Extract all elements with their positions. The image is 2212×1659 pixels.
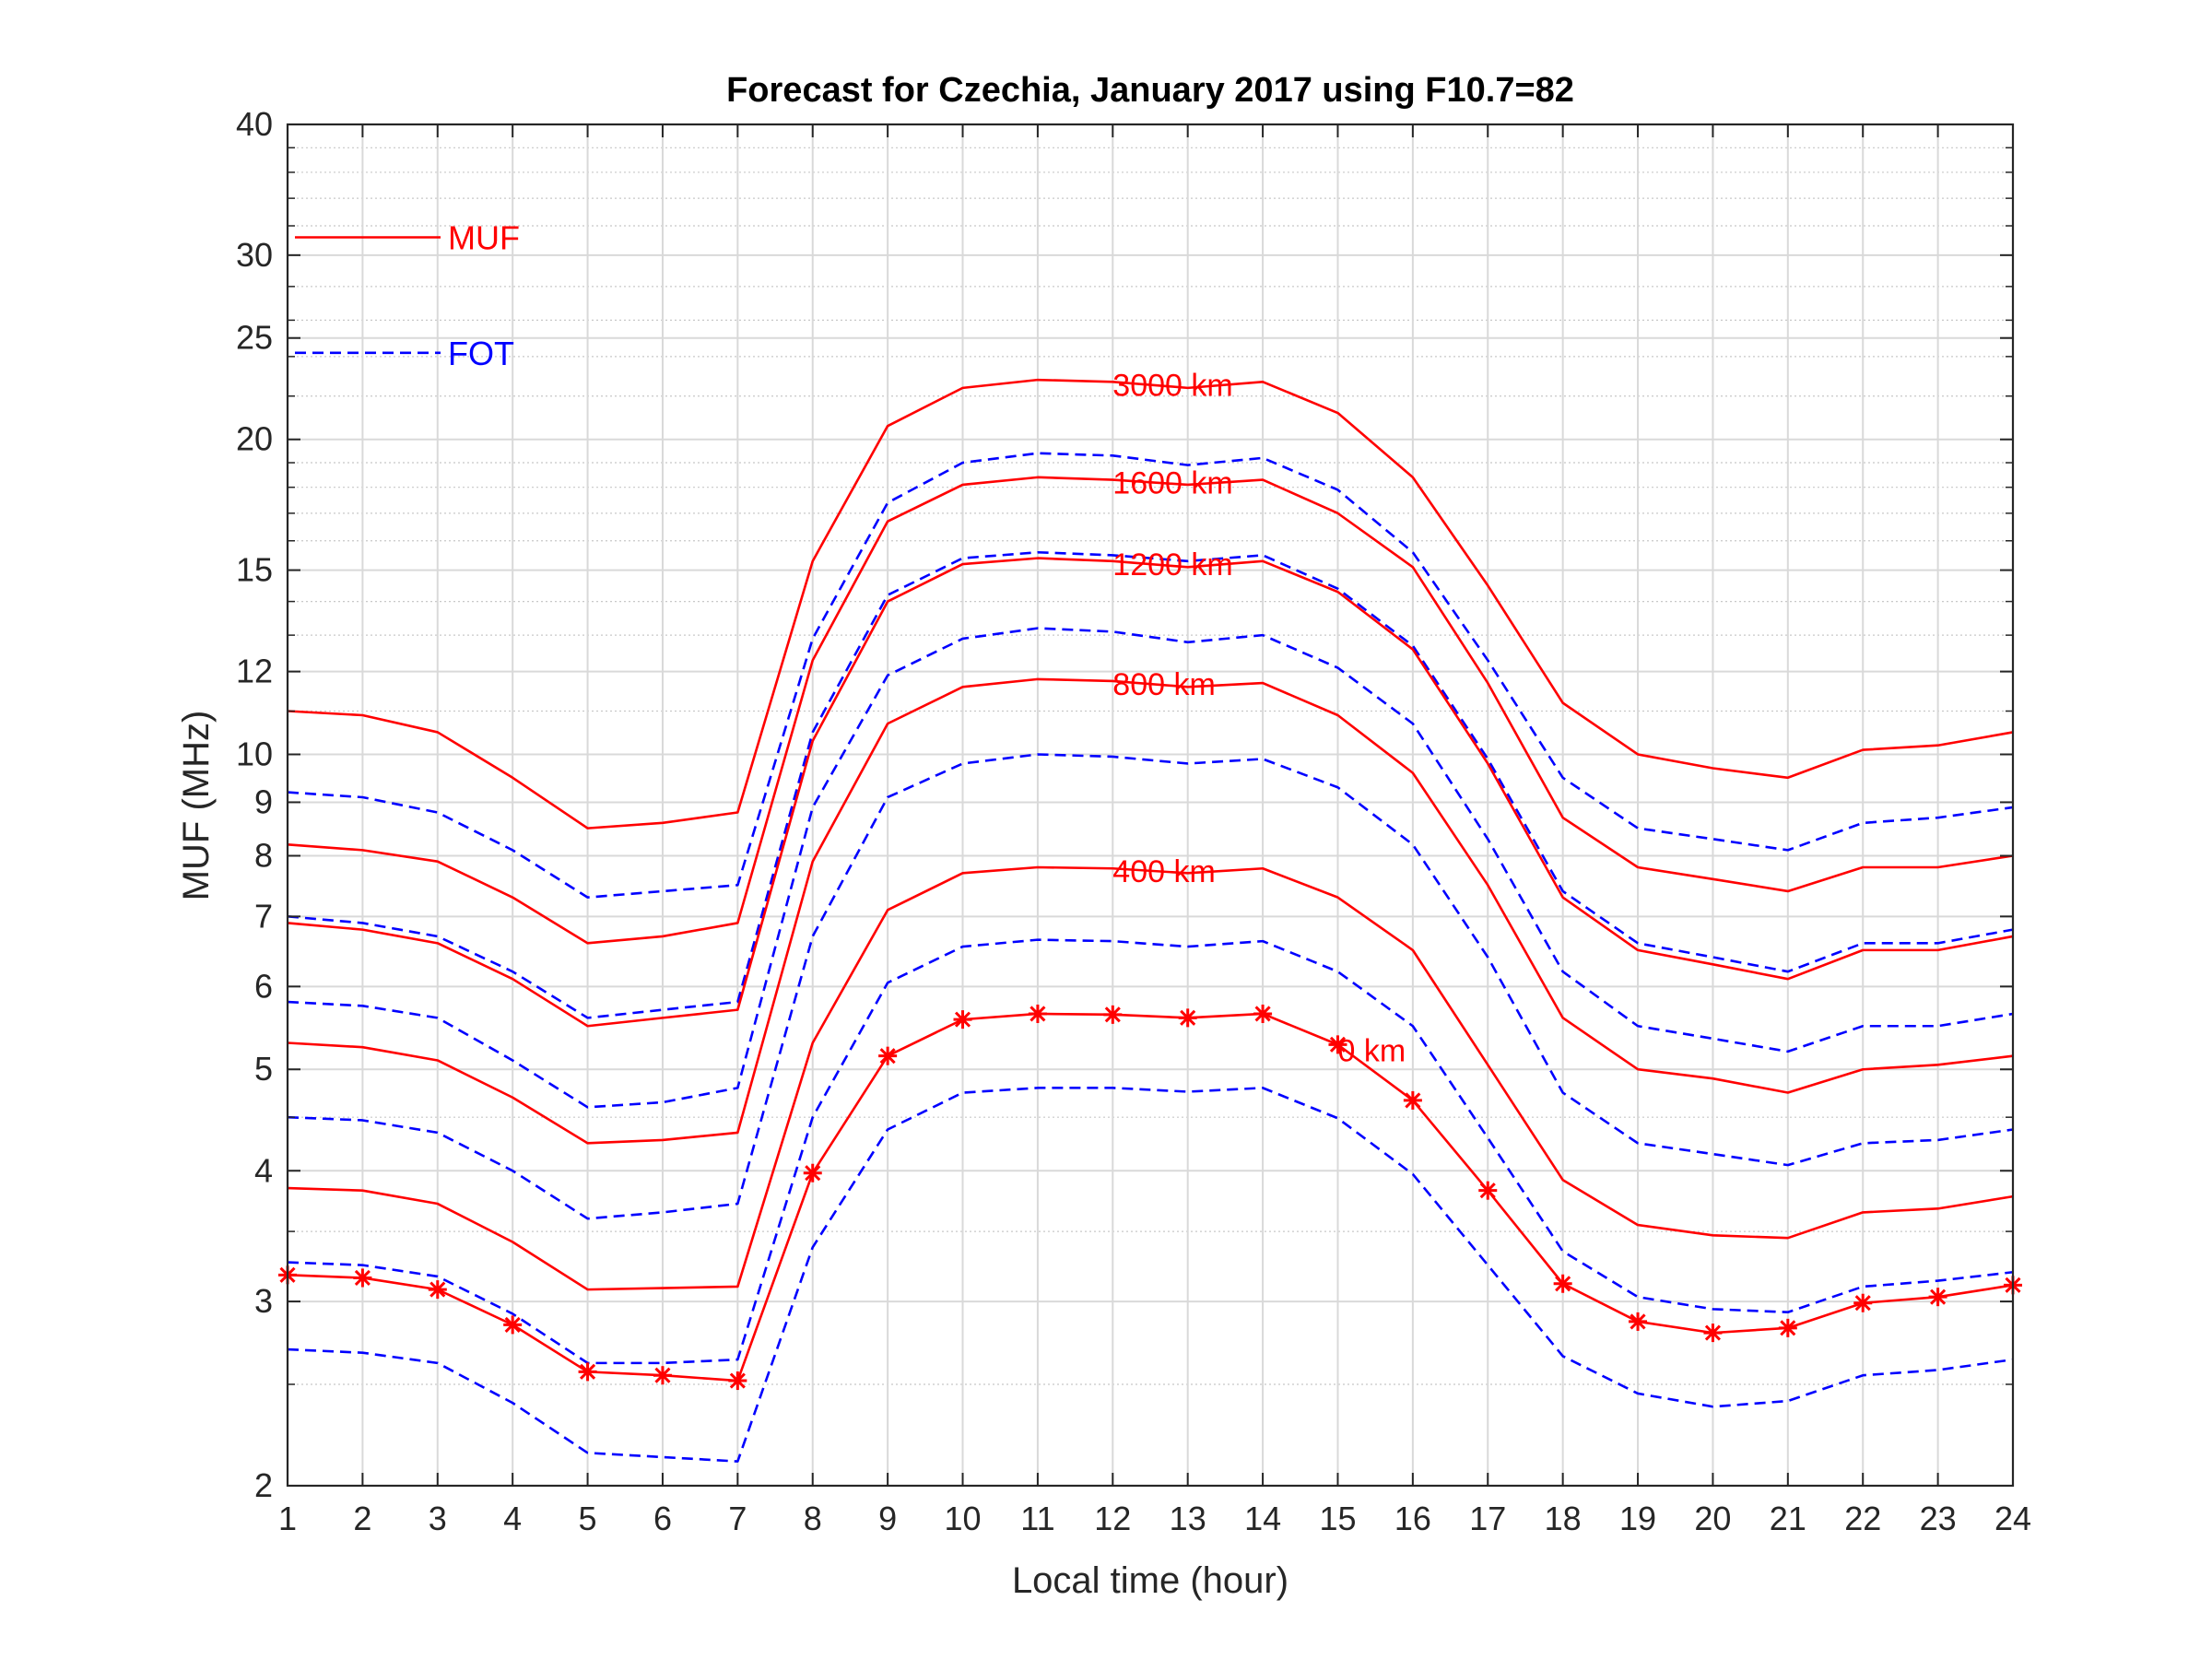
curve-label: 400 km	[1112, 854, 1216, 889]
x-tick-label: 17	[1469, 1500, 1506, 1537]
data-point-marker	[803, 1163, 822, 1182]
x-tick-label: 13	[1170, 1500, 1206, 1537]
x-tick-label: 15	[1319, 1500, 1356, 1537]
x-tick-label: 18	[1545, 1500, 1582, 1537]
curve-labels: 3000 km 1600 km 1200 km 800 km 400 km 0 km	[1112, 369, 1406, 1069]
fot-line-3	[287, 550, 2014, 1019]
x-tick-label: 20	[1694, 1500, 1731, 1537]
y-tick-label: 5	[254, 1050, 273, 1088]
y-tick-label: 2	[254, 1466, 273, 1504]
data-point-marker	[1328, 1035, 1347, 1054]
muf-line-0	[287, 378, 2014, 830]
x-tick-label: 1	[278, 1500, 297, 1537]
data-point-marker	[1928, 1288, 1947, 1307]
legend: MUF FOT	[295, 219, 520, 372]
data-point-marker	[1778, 1318, 1797, 1337]
y-tick-label: 40	[236, 105, 273, 143]
y-tick-label: 6	[254, 967, 273, 1005]
x-tick-label: 10	[944, 1500, 981, 1537]
series-layer	[278, 378, 2022, 1463]
data-point-marker	[503, 1315, 523, 1335]
data-point-marker	[878, 1046, 898, 1065]
curve-label: 800 km	[1112, 667, 1216, 702]
minor-grid	[288, 147, 2013, 1385]
fot-line-7	[287, 753, 2014, 1220]
y-tick-label: 25	[236, 319, 273, 357]
muf-line-4	[287, 557, 2014, 1028]
plot-area	[288, 124, 2013, 1486]
data-point-marker	[428, 1280, 447, 1300]
data-point-marker	[1403, 1090, 1422, 1110]
x-axis-label: Local time (hour)	[1012, 1560, 1288, 1601]
fot-line-1	[287, 452, 2014, 899]
x-tick-label: 7	[728, 1500, 747, 1537]
y-tick-label: 3	[254, 1282, 273, 1320]
x-tick-label: 6	[653, 1500, 672, 1537]
x-tick-label: 24	[1994, 1500, 2031, 1537]
data-point-marker	[1553, 1274, 1572, 1293]
fot-line-11	[287, 1087, 2014, 1463]
chart-title: Forecast for Czechia, January 2017 using…	[726, 71, 1574, 110]
x-tick-label: 16	[1394, 1500, 1431, 1537]
data-point-marker	[1629, 1312, 1648, 1331]
x-tick-label: 19	[1619, 1500, 1656, 1537]
x-tick-label: 2	[353, 1500, 371, 1537]
data-point-marker	[1178, 1008, 1197, 1028]
x-tick-label: 21	[1770, 1500, 1806, 1537]
y-axis-label: MUF (MHz)	[176, 711, 217, 901]
y-tick-label: 9	[254, 782, 273, 820]
data-point-marker	[1103, 1005, 1123, 1024]
y-tick-label: 20	[236, 420, 273, 458]
y-tick-label: 15	[236, 551, 273, 589]
x-tick-label: 9	[878, 1500, 897, 1537]
x-tick-label: 4	[503, 1500, 522, 1537]
x-tick-label: 23	[1920, 1500, 1957, 1537]
y-tick-label: 4	[254, 1151, 273, 1189]
data-point-marker	[1253, 1004, 1273, 1023]
data-point-marker	[1028, 1004, 1047, 1023]
muf-line-6	[287, 677, 2014, 1145]
curve-label: 1200 km	[1112, 547, 1232, 582]
data-point-marker	[1478, 1181, 1498, 1200]
fot-line-5	[287, 627, 2014, 1109]
x-tick-label: 3	[429, 1500, 447, 1537]
data-point-marker	[578, 1362, 597, 1382]
muf-line-8	[287, 865, 2014, 1291]
legend-label-muf: MUF	[448, 219, 520, 257]
x-tick-label: 8	[804, 1500, 822, 1537]
data-point-marker	[1703, 1324, 1723, 1343]
muf-line-10	[287, 1012, 2014, 1382]
y-tick-label: 30	[236, 236, 273, 274]
x-tick-label: 12	[1094, 1500, 1131, 1537]
legend-label-fot: FOT	[448, 335, 514, 372]
curve-label: 1600 km	[1112, 465, 1232, 500]
data-point-marker	[353, 1268, 372, 1288]
y-tick-label: 7	[254, 897, 273, 935]
data-point-marker	[653, 1366, 672, 1385]
axes-box	[286, 123, 2015, 1488]
muf-line-2	[287, 476, 2014, 945]
data-point-marker	[953, 1010, 972, 1030]
axes-layer: 1 2 3 4 5 6 7 8 9 10 11 12 13 14 15 16 17 18 19 20 21 22 23 242…	[236, 105, 2031, 1537]
y-tick-label: 8	[254, 837, 273, 875]
x-tick-label: 11	[1020, 1500, 1054, 1537]
x-tick-label: 5	[579, 1500, 597, 1537]
curve-label: 0 km	[1337, 1034, 1406, 1069]
data-point-marker	[1853, 1293, 1873, 1312]
data-point-marker	[728, 1371, 747, 1391]
x-tick-label: 14	[1244, 1500, 1281, 1537]
y-tick-label: 12	[236, 653, 273, 690]
curve-label: 3000 km	[1112, 369, 1232, 404]
y-tick-label: 10	[236, 735, 273, 772]
x-tick-label: 22	[1844, 1500, 1881, 1537]
